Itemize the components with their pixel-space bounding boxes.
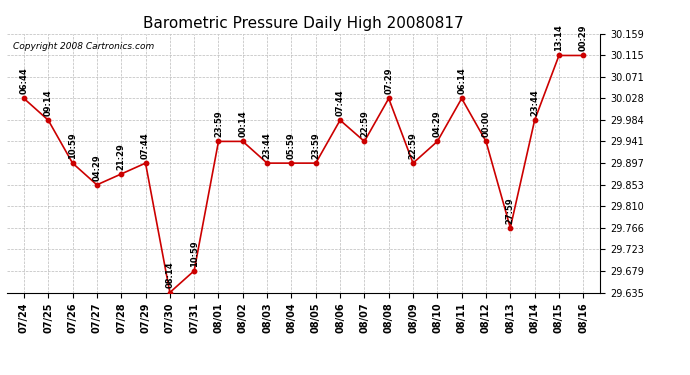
Text: 22:59: 22:59	[408, 132, 417, 159]
Text: 10:59: 10:59	[190, 240, 199, 267]
Point	[164, 290, 175, 296]
Point	[505, 225, 516, 231]
Point	[286, 160, 297, 166]
Text: 23:44: 23:44	[530, 89, 539, 116]
Point	[237, 138, 248, 144]
Title: Barometric Pressure Daily High 20080817: Barometric Pressure Daily High 20080817	[144, 16, 464, 31]
Text: 07:29: 07:29	[384, 68, 393, 94]
Text: Copyright 2008 Cartronics.com: Copyright 2008 Cartronics.com	[13, 42, 154, 51]
Text: 08:14: 08:14	[166, 262, 175, 288]
Point	[359, 138, 370, 144]
Text: 23:59: 23:59	[311, 132, 320, 159]
Point	[456, 96, 467, 102]
Point	[262, 160, 273, 166]
Point	[116, 171, 127, 177]
Point	[67, 160, 78, 166]
Text: 13:14: 13:14	[555, 24, 564, 51]
Text: 06:14: 06:14	[457, 68, 466, 94]
Point	[383, 96, 394, 102]
Text: 00:14: 00:14	[238, 111, 247, 137]
Text: 09:14: 09:14	[43, 89, 52, 116]
Text: 00:00: 00:00	[482, 111, 491, 137]
Text: 04:29: 04:29	[433, 111, 442, 137]
Text: 07:44: 07:44	[141, 132, 150, 159]
Text: 06:44: 06:44	[19, 68, 28, 94]
Point	[213, 138, 224, 144]
Text: 05:59: 05:59	[287, 132, 296, 159]
Point	[335, 117, 346, 123]
Point	[91, 182, 102, 188]
Text: 04:29: 04:29	[92, 154, 101, 181]
Point	[19, 96, 30, 102]
Text: 27:59: 27:59	[506, 197, 515, 223]
Point	[188, 268, 199, 274]
Point	[480, 138, 491, 144]
Point	[43, 117, 54, 123]
Point	[310, 160, 322, 166]
Text: 22:59: 22:59	[360, 111, 369, 137]
Text: 10:59: 10:59	[68, 132, 77, 159]
Point	[408, 160, 419, 166]
Text: 23:44: 23:44	[263, 132, 272, 159]
Point	[140, 160, 151, 166]
Text: 23:59: 23:59	[214, 111, 223, 137]
Point	[578, 53, 589, 58]
Text: 00:29: 00:29	[579, 25, 588, 51]
Text: 07:44: 07:44	[335, 89, 344, 116]
Point	[432, 138, 443, 144]
Point	[529, 117, 540, 123]
Point	[553, 53, 564, 58]
Text: 21:29: 21:29	[117, 143, 126, 170]
